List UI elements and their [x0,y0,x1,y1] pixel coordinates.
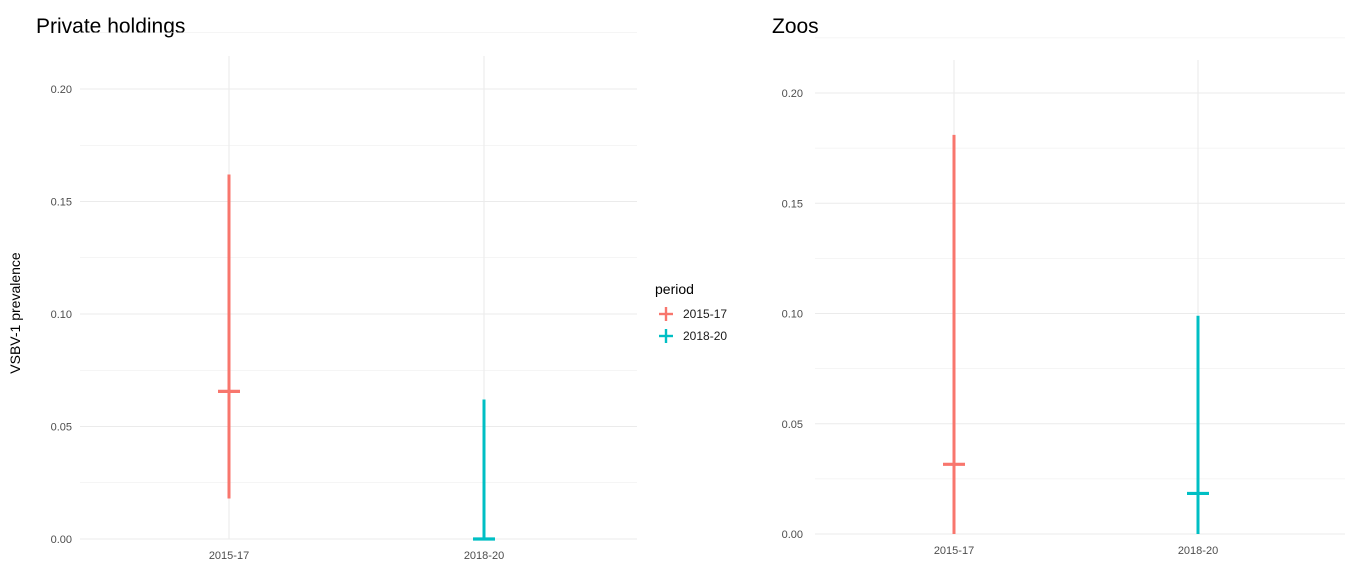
y-tick-label: 0.15 [51,197,72,209]
legend-label: 2018-20 [683,329,727,343]
y-tick-label: 0.00 [782,529,803,541]
y-tick-label: 0.20 [51,84,72,96]
x-tick-label: 2015-17 [934,545,974,557]
x-tick-label: 2018-20 [464,550,504,562]
error-bars [218,174,495,541]
y-tick-label: 0.10 [782,309,803,321]
gridlines [80,32,637,540]
x-tick-labels: 2015-17 2018-20 [934,545,1218,557]
error-bars [943,134,1209,534]
gridlines [815,37,1345,535]
legend-title: period [655,281,694,297]
y-tick-label: 0.00 [51,534,72,546]
y-axis-label: VSBV-1 prevalence [7,252,23,374]
y-tick-label: 0.05 [782,419,803,431]
panel-zoos: Zoos 0.00 0.05 0.10 0.15 0.20 2015-17 2018-20 [772,15,1345,557]
y-tick-labels: 0.00 0.05 0.10 0.15 0.20 [782,88,803,541]
y-tick-label: 0.10 [51,309,72,321]
y-tick-label: 0.15 [782,198,803,210]
x-tick-labels: 2015-17 2018-20 [209,550,504,562]
panel-title: Zoos [772,15,819,38]
y-tick-label: 0.05 [51,422,72,434]
x-tick-label: 2018-20 [1178,545,1218,557]
y-tick-labels: 0.00 0.05 0.10 0.15 0.20 [51,84,72,546]
y-tick-label: 0.20 [782,88,803,100]
legend: period 2015-17 2018-20 [655,281,727,343]
panel-private-holdings: Private holdings VSBV-1 prevalence 0.000… [7,15,637,562]
panel-title: Private holdings [36,15,185,38]
x-tick-label: 2015-17 [209,550,249,562]
legend-label: 2015-17 [683,307,727,321]
